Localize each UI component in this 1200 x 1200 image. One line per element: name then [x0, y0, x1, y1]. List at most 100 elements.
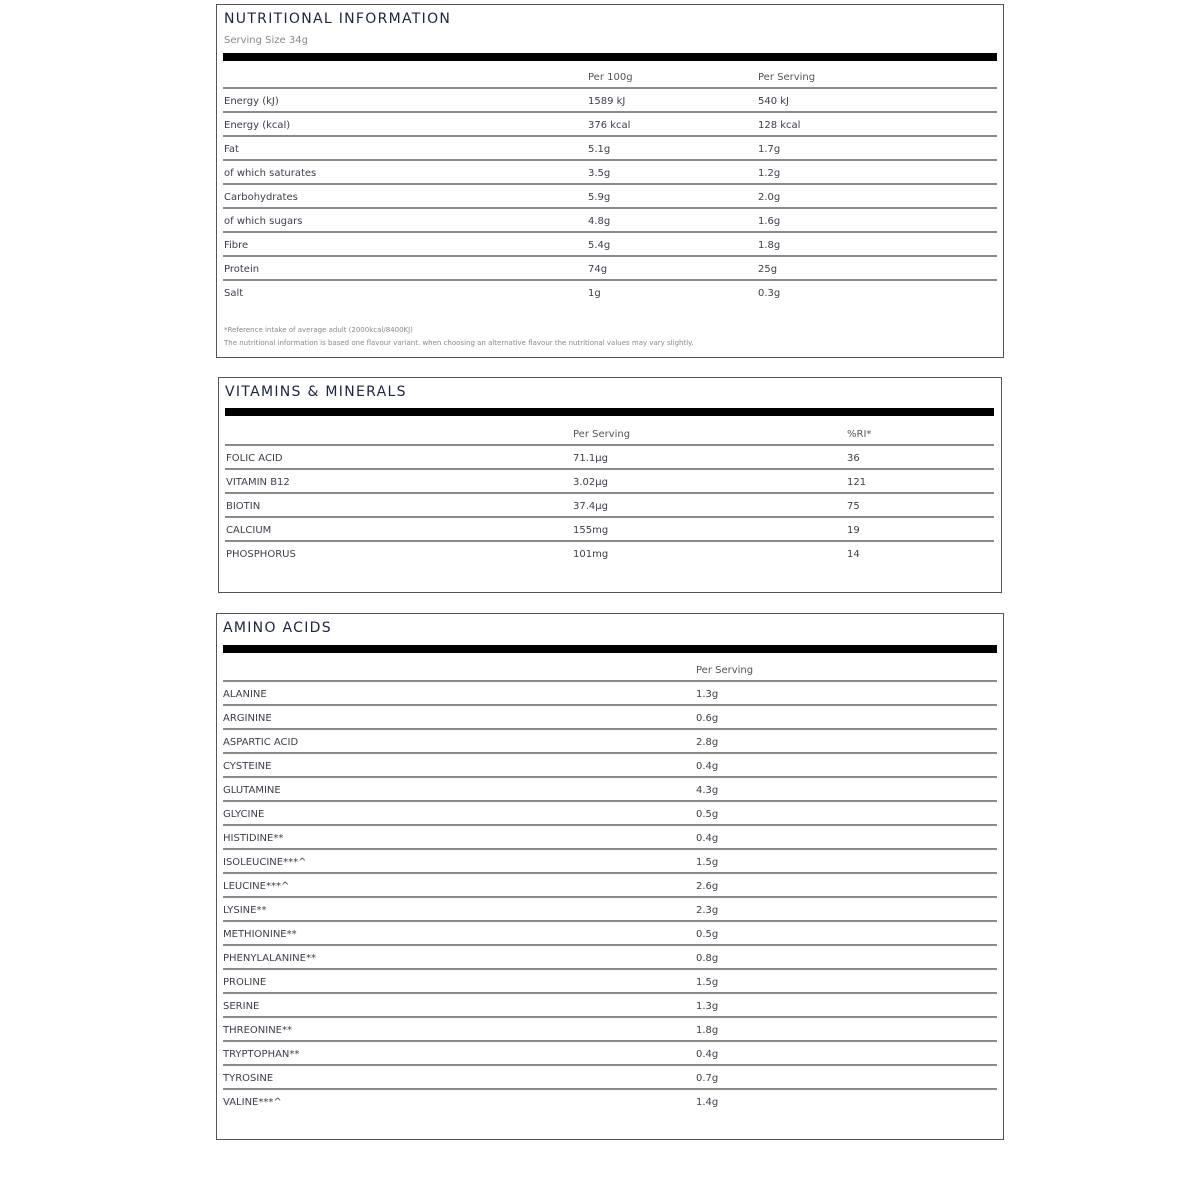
row-label: Energy (kcal): [224, 120, 291, 131]
table-header-row: Per Serving: [223, 658, 997, 682]
nutrition-panel: NUTRITIONAL INFORMATION Serving Size 34g…: [216, 4, 1004, 358]
table-row: of which sugars 4.8g 1.6g: [223, 209, 997, 233]
amino-table: Per Serving ALANINE 1.3g ARGININE 0.6g ASPART…: [223, 658, 997, 1114]
row-value: 4.8g: [588, 216, 611, 227]
row-label: VALINE***^: [223, 1097, 282, 1108]
table-row: ALANINE 1.3g: [223, 682, 997, 706]
footnote-reference: *Reference intake of average adult (2000…: [224, 326, 413, 334]
row-value: 0.4g: [696, 761, 719, 772]
row-label: CALCIUM: [226, 525, 272, 536]
row-label: ARGININE: [223, 713, 272, 724]
nutrition-title: NUTRITIONAL INFORMATION: [224, 11, 452, 27]
row-label: PROLINE: [223, 977, 267, 988]
row-value: 0.4g: [696, 1049, 719, 1060]
row-value: 5.4g: [588, 240, 611, 251]
row-label: Fat: [224, 144, 239, 155]
divider-bar: [223, 645, 997, 653]
table-row: ARGININE 0.6g: [223, 706, 997, 730]
row-value: 19: [847, 525, 860, 536]
row-value: 75: [847, 501, 860, 512]
row-value: 121: [847, 477, 867, 488]
serving-size: Serving Size 34g: [224, 35, 308, 46]
row-value: 0.8g: [696, 953, 719, 964]
row-value: 1.5g: [696, 977, 719, 988]
vitamins-panel: VITAMINS & MINERALS Per Serving %RI* FOLIC…: [218, 377, 1002, 593]
table-row: THREONINE** 1.8g: [223, 1018, 997, 1042]
divider-bar: [223, 53, 997, 61]
table-row: Fat 5.1g 1.7g: [223, 137, 997, 161]
row-label: ASPARTIC ACID: [223, 737, 299, 748]
row-value: 1.7g: [758, 144, 781, 155]
row-value: 71.1µg: [573, 453, 608, 464]
row-label: TRYPTOPHAN**: [223, 1049, 300, 1060]
table-row: TRYPTOPHAN** 0.4g: [223, 1042, 997, 1066]
row-label: FOLIC ACID: [226, 453, 283, 464]
row-value: 1.3g: [696, 689, 719, 700]
row-label: of which saturates: [224, 168, 317, 179]
row-label: CYSTEINE: [223, 761, 272, 772]
row-value: 1.5g: [696, 857, 719, 868]
table-row: ASPARTIC ACID 2.8g: [223, 730, 997, 754]
row-value: 1.6g: [758, 216, 781, 227]
row-value: 0.4g: [696, 833, 719, 844]
row-label: LYSINE**: [223, 905, 267, 916]
table-row: GLYCINE 0.5g: [223, 802, 997, 826]
row-label: Salt: [224, 288, 244, 299]
row-label: of which sugars: [224, 216, 303, 227]
row-value: 0.6g: [696, 713, 719, 724]
row-value: 25g: [758, 264, 778, 275]
row-value: 5.9g: [588, 192, 611, 203]
table-row: LYSINE** 2.3g: [223, 898, 997, 922]
nutrition-table: Per 100g Per Serving Energy (kJ) 1589 kJ 540…: [223, 65, 997, 305]
row-value: 0.3g: [758, 288, 781, 299]
row-value: 2.3g: [696, 905, 719, 916]
table-row: Fibre 5.4g 1.8g: [223, 233, 997, 257]
row-label: GLYCINE: [223, 809, 265, 820]
row-value: 3.5g: [588, 168, 611, 179]
vitamins-table: Per Serving %RI* FOLIC ACID 71.1µg 36 VITAMIN…: [225, 422, 994, 566]
row-value: 1.4g: [696, 1097, 719, 1108]
row-value: 5.1g: [588, 144, 611, 155]
table-row: PHOSPHORUS 101mg 14: [225, 542, 994, 566]
row-value: 37.4µg: [573, 501, 608, 512]
table-row: METHIONINE** 0.5g: [223, 922, 997, 946]
row-label: Carbohydrates: [224, 192, 298, 203]
row-label: BIOTIN: [226, 501, 261, 512]
row-value: 1g: [588, 288, 601, 299]
divider-bar: [225, 408, 994, 416]
table-row: of which saturates 3.5g 1.2g: [223, 161, 997, 185]
row-label: THREONINE**: [223, 1025, 292, 1036]
row-value: 540 kJ: [758, 96, 790, 107]
row-label: PHENYLALANINE**: [223, 953, 316, 964]
table-row: ISOLEUCINE***^ 1.5g: [223, 850, 997, 874]
footnote-flavour: The nutritional information is based one…: [224, 339, 694, 347]
row-label: GLUTAMINE: [223, 785, 281, 796]
row-value: 2.6g: [696, 881, 719, 892]
column-header: Per Serving: [573, 429, 631, 440]
amino-panel: AMINO ACIDS Per Serving ALANINE 1.3g ARGINI…: [216, 613, 1004, 1140]
amino-title: AMINO ACIDS: [223, 620, 332, 636]
column-header: %RI*: [847, 429, 872, 440]
column-header: Per Serving: [696, 665, 754, 676]
row-value: 4.3g: [696, 785, 719, 796]
row-value: 36: [847, 453, 860, 464]
row-value: 128 kcal: [758, 120, 801, 131]
row-label: VITAMIN B12: [226, 477, 290, 488]
table-header-row: Per 100g Per Serving: [223, 65, 997, 89]
row-label: ISOLEUCINE***^: [223, 857, 307, 868]
table-row: CYSTEINE 0.4g: [223, 754, 997, 778]
row-label: Protein: [224, 264, 260, 275]
table-row: VALINE***^ 1.4g: [223, 1090, 997, 1114]
row-label: PHOSPHORUS: [226, 549, 296, 560]
row-value: 0.7g: [696, 1073, 719, 1084]
table-row: VITAMIN B12 3.02µg 121: [225, 470, 994, 494]
table-row: TYROSINE 0.7g: [223, 1066, 997, 1090]
row-label: HISTIDINE**: [223, 833, 284, 844]
row-value: 1.8g: [758, 240, 781, 251]
table-row: SERINE 1.3g: [223, 994, 997, 1018]
table-row: Carbohydrates 5.9g 2.0g: [223, 185, 997, 209]
row-label: Energy (kJ): [224, 96, 279, 107]
row-value: 14: [847, 549, 860, 560]
row-value: 101mg: [573, 549, 609, 560]
table-row: LEUCINE***^ 2.6g: [223, 874, 997, 898]
